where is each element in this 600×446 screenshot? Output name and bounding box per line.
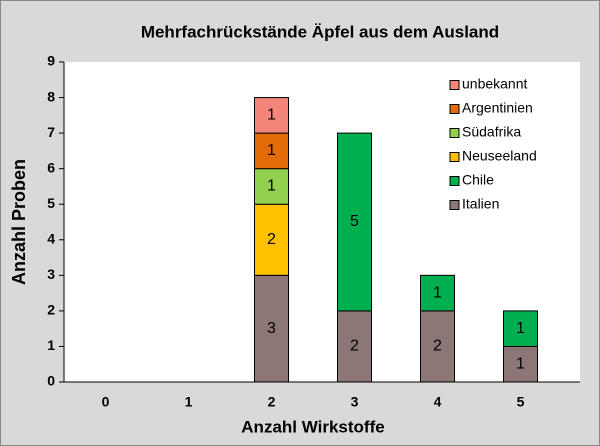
bar-segment	[254, 97, 289, 134]
legend-label: Neuseeland	[462, 148, 537, 164]
y-tick-label: 3	[47, 266, 55, 282]
y-tick-label: 7	[47, 124, 55, 140]
legend-swatch	[449, 200, 460, 210]
data-label: 1	[267, 178, 276, 195]
legend-swatch	[449, 80, 460, 90]
legend-label: Südafrika	[462, 124, 521, 140]
y-tick-label: 5	[47, 195, 55, 211]
chart-title: Mehrfachrückstände Äpfel aus dem Ausland	[141, 22, 499, 41]
data-label: 1	[267, 142, 276, 159]
legend-label: Chile	[462, 172, 494, 188]
x-tick-label: 3	[351, 394, 359, 410]
data-label: 2	[350, 338, 359, 355]
bar-segment	[420, 310, 455, 383]
y-tick-label: 1	[47, 337, 55, 353]
bar-segment	[254, 168, 289, 205]
bar-segment	[337, 132, 372, 312]
data-label: 1	[516, 355, 525, 372]
legend-swatch	[449, 152, 460, 162]
legend-label: Italien	[462, 196, 499, 212]
bar-segment	[420, 274, 455, 312]
bar-segment	[254, 203, 289, 276]
x-axis-title: Anzahl Wirkstoffe	[241, 417, 384, 436]
y-tick-label: 0	[47, 373, 55, 389]
legend-label: unbekannt	[462, 76, 528, 92]
y-tick-label: 8	[47, 88, 55, 104]
bar-segment	[254, 132, 289, 170]
x-tick-label: 5	[517, 394, 525, 410]
x-tick-label: 1	[185, 394, 193, 410]
bar-segment	[254, 274, 289, 383]
x-tick-label: 4	[434, 394, 442, 410]
y-tick-label: 4	[47, 230, 55, 246]
data-label: 2	[433, 338, 442, 355]
plot-area	[64, 62, 580, 382]
x-tick-label: 2	[268, 394, 276, 410]
legend-swatch	[449, 128, 460, 138]
x-tick-label: 0	[102, 394, 110, 410]
y-axis-title: Anzahl Proben	[9, 159, 29, 285]
legend-swatch	[449, 176, 460, 186]
legend-label: Argentinien	[462, 100, 533, 116]
data-label: 1	[516, 320, 525, 337]
y-tick-label: 9	[47, 53, 55, 69]
legend-swatch	[449, 104, 460, 114]
data-label: 1	[267, 107, 276, 124]
data-label: 5	[350, 213, 359, 230]
y-tick-label: 6	[47, 159, 55, 175]
bar-segment	[503, 345, 538, 383]
data-label: 3	[267, 320, 276, 337]
bar-segment	[503, 310, 538, 347]
y-tick-label: 2	[47, 302, 55, 318]
data-label: 1	[433, 284, 442, 301]
data-label: 2	[267, 231, 276, 248]
